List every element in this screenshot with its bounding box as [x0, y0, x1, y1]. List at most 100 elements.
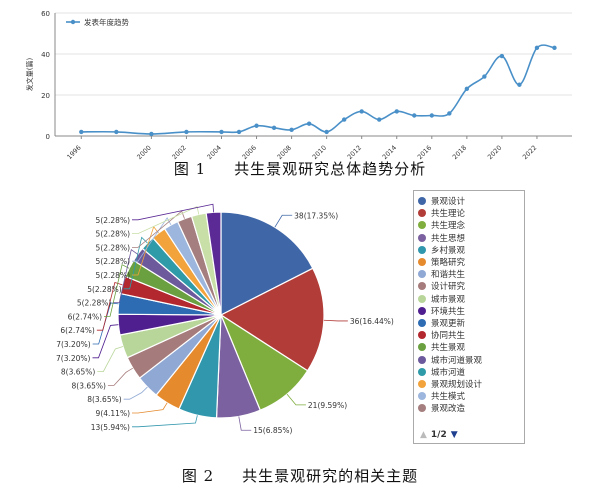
legend-items: 景观设计 共生理论 共生理念共生思想 乡村景观策略研究 和谐共生设计研究 城市景观 环境共生… [418, 195, 520, 414]
legend-swatch [418, 294, 426, 303]
pie-leader-line [107, 367, 134, 386]
legend-swatch [418, 404, 426, 413]
data-point [341, 117, 347, 122]
legend-item[interactable]: 共生理论 [418, 207, 520, 219]
data-point [447, 111, 452, 116]
legend-item[interactable]: 共生理念 [418, 219, 520, 231]
y-axis-label: 发文量(篇) [25, 58, 34, 92]
legend-item[interactable]: 景观规划设计 [418, 378, 520, 390]
legend-swatch [418, 245, 426, 254]
pie-slice-label: 5(2.28%) [77, 299, 112, 308]
pie-slice-label: 5(2.28%) [96, 257, 131, 266]
pie-leader-line [132, 415, 198, 428]
legend-label: 城市河道景观 [431, 355, 483, 366]
pie-leader-line [238, 416, 252, 431]
pie-leader-line [97, 346, 124, 373]
line-legend-label: 发表年度趋势 [84, 17, 129, 27]
legend-swatch [418, 355, 426, 364]
figure-2-title: 共生景观研究的相关主题 [242, 467, 419, 485]
legend-item[interactable]: 环境共生 [418, 305, 520, 317]
pie-slice-label: 7(3.20%) [56, 340, 91, 349]
legend-swatch [418, 258, 426, 267]
pie-slice-label: 7(3.20%) [56, 354, 91, 363]
data-point [79, 129, 84, 135]
legend-swatch [418, 221, 426, 230]
legend-label: 设计研究 [431, 282, 466, 293]
pie-leader-line [132, 225, 159, 276]
topics-pie-chart: 38(17.35%) 36(16.44%) 21(9.59%) 15(6.85%) 13… [56, 203, 394, 435]
legend-item[interactable]: 景观改造 [418, 402, 520, 414]
pie-leader-line [96, 282, 123, 331]
legend-item[interactable]: 城市景观 [418, 293, 520, 305]
legend-prev-page-icon[interactable]: ▲ [420, 430, 427, 440]
legend-label: 共生模式 [431, 392, 466, 403]
legend-next-page-icon[interactable]: ▼ [450, 430, 458, 440]
legend-label: 共生思想 [431, 233, 466, 244]
line-legend-marker [70, 19, 76, 25]
legend-label: 景观设计 [431, 197, 466, 208]
data-point [429, 113, 434, 118]
data-point [236, 129, 242, 135]
pie-slice [220, 211, 314, 316]
data-point [289, 127, 294, 133]
legend-swatch [418, 197, 426, 206]
legend-page-indicator: 1/2 [430, 430, 447, 440]
data-point [219, 129, 224, 135]
legend-item[interactable]: 共生景观 [418, 341, 520, 353]
pie-slice [219, 267, 325, 372]
legend-swatch [418, 306, 426, 315]
pie-leader-line [104, 264, 130, 317]
data-point [464, 86, 470, 92]
legend-item[interactable]: 城市河道 [418, 366, 520, 378]
legend-item[interactable]: 城市河道景观 [418, 353, 520, 366]
pie-leader-line [286, 393, 306, 406]
pie-slice-label: 21(9.59%) [308, 401, 347, 410]
legend-swatch [418, 318, 426, 327]
data-point [149, 131, 154, 137]
legend-swatch [418, 233, 426, 242]
legend-item[interactable]: 乡村景观 [418, 244, 520, 256]
y-tick-label: 60 [41, 10, 50, 18]
legend-swatch [418, 331, 426, 340]
data-point [359, 109, 364, 114]
legend-swatch [418, 282, 426, 291]
pie-leader-line [274, 214, 293, 228]
legend-item[interactable]: 和谐共生 [418, 268, 520, 280]
data-point [184, 129, 189, 135]
legend-label: 景观规划设计 [431, 379, 483, 390]
pie-legend: 景观设计 共生理论 共生理念共生思想 乡村景观策略研究 和谐共生设计研究 城市景观 环境共生… [413, 190, 525, 444]
data-point [517, 82, 522, 87]
pie-leader-line [92, 324, 119, 359]
data-point [534, 45, 540, 51]
legend-item[interactable]: 策略研究 [418, 256, 520, 268]
pie-leader-line [132, 206, 200, 234]
legend-swatch [418, 209, 426, 218]
legend-label: 协同共生 [431, 331, 466, 342]
legend-item[interactable]: 景观设计 [418, 195, 520, 207]
pie-leader-line [113, 248, 138, 303]
legend-item[interactable]: 设计研究 [418, 280, 520, 292]
legend-item[interactable]: 共生思想 [418, 232, 520, 244]
pie-leader-line [123, 236, 148, 290]
figure-2-number: 图 2 [181, 467, 215, 485]
data-point [552, 45, 557, 51]
legend-label: 城市景观 [431, 294, 466, 305]
pie-slice-label: 38(17.35%) [294, 211, 338, 220]
data-point [271, 125, 277, 130]
figure-1-number: 图 1 [173, 160, 207, 178]
pie-slice-label: 15(6.85%) [253, 426, 292, 435]
legend-label: 策略研究 [431, 258, 466, 269]
data-point [412, 113, 417, 118]
pie-slice-label: 5(2.28%) [87, 285, 122, 294]
legend-swatch [418, 392, 426, 401]
legend-swatch [418, 343, 426, 352]
data-point [254, 123, 259, 128]
pie-slice-label: 5(2.28%) [96, 271, 131, 280]
pie-slice-label: 36(16.44%) [350, 317, 394, 326]
pie-slice-label: 8(3.65%) [72, 381, 107, 390]
legend-item[interactable]: 共生模式 [418, 390, 520, 402]
legend-item[interactable]: 协同共生 [418, 329, 520, 341]
legend-label: 共生景观 [431, 343, 466, 354]
legend-item[interactable]: 景观更新 [418, 317, 520, 329]
